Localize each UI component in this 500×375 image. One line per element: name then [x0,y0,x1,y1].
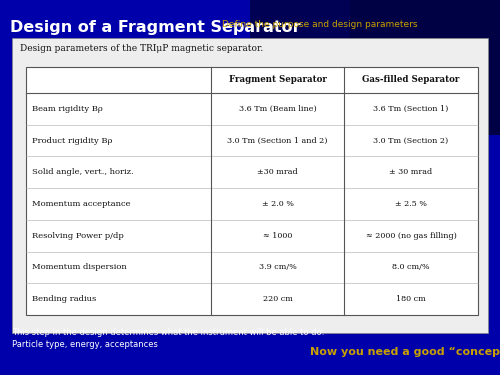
Text: Now you need a good “concept”: Now you need a good “concept” [310,347,500,357]
Text: ± 2.0 %: ± 2.0 % [262,200,294,208]
Bar [350,0,500,135]
Text: 180 cm: 180 cm [396,295,426,303]
Text: 3.0 Tm (Section 1 and 2): 3.0 Tm (Section 1 and 2) [227,136,328,145]
Bar [26,67,478,315]
Text: 220 cm: 220 cm [262,295,292,303]
Text: ± 30 mrad: ± 30 mrad [390,168,432,176]
Text: 3.6 Tm (Section 1): 3.6 Tm (Section 1) [374,105,448,113]
Text: Define the purpose and design parameters: Define the purpose and design parameters [222,20,418,29]
Text: ≈ 2000 (no gas filling): ≈ 2000 (no gas filling) [366,232,456,240]
Text: Momentum dispersion: Momentum dispersion [32,263,127,272]
Text: Beam rigidity Bρ: Beam rigidity Bρ [32,105,103,113]
Text: Design of a Fragment Separator: Design of a Fragment Separator [10,20,300,35]
Text: Solid angle, vert., horiz.: Solid angle, vert., horiz. [32,168,134,176]
Text: ±30 mrad: ±30 mrad [257,168,298,176]
Text: Design parameters of the TRIμP magnetic separator.: Design parameters of the TRIμP magnetic … [20,44,263,53]
Text: Resolving Power p/dp: Resolving Power p/dp [32,232,124,240]
Text: 8.0 cm/%: 8.0 cm/% [392,263,430,272]
Text: 3.0 Tm (Section 2): 3.0 Tm (Section 2) [374,136,448,145]
Bar [250,0,500,95]
Text: Gas-filled Separator: Gas-filled Separator [362,75,460,84]
Text: Bending radius: Bending radius [32,295,96,303]
Text: ≈ 1000: ≈ 1000 [263,232,292,240]
Text: Momentum acceptance: Momentum acceptance [32,200,130,208]
Text: This step in the design determines what the instrument will be able to do:: This step in the design determines what … [12,328,324,337]
Text: 3.9 cm/%: 3.9 cm/% [258,263,296,272]
Text: ± 2.5 %: ± 2.5 % [395,200,427,208]
Text: Particle type, energy, acceptances: Particle type, energy, acceptances [12,340,158,349]
Bar [12,38,488,333]
Text: 3.6 Tm (Beam line): 3.6 Tm (Beam line) [238,105,316,113]
Text: Product rigidity Bρ: Product rigidity Bρ [32,136,112,145]
Text: Fragment Separator: Fragment Separator [228,75,326,84]
